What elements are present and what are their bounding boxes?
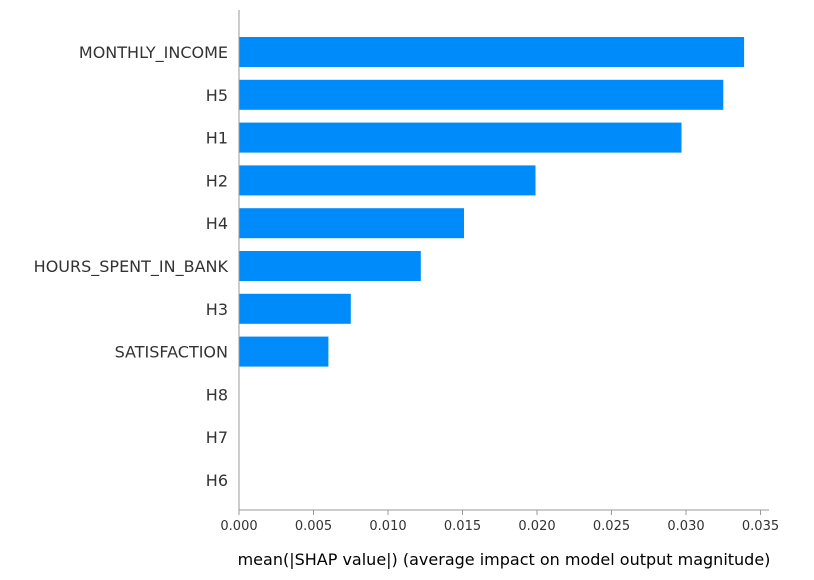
- x-tick-label: 0.015: [444, 519, 481, 534]
- x-tick-label: 0.030: [667, 519, 704, 534]
- bars-layer: [239, 37, 745, 367]
- category-label: H2: [206, 171, 228, 190]
- bar-h2: [239, 165, 536, 196]
- category-label: H8: [206, 385, 228, 404]
- x-tick-label: 0.010: [369, 519, 406, 534]
- category-labels: MONTHLY_INCOME H5 H1 H2 H4 HOURS_SPENT_IN_BAN…: [34, 43, 229, 490]
- category-label: H6: [206, 471, 228, 490]
- bar-h1: [239, 122, 682, 153]
- category-label: H4: [206, 214, 228, 233]
- bar-h4: [239, 208, 464, 239]
- x-tick-label: 0.020: [518, 519, 555, 534]
- bar-hours-spent-in-bank: [239, 251, 421, 281]
- category-label: MONTHLY_INCOME: [79, 43, 228, 63]
- x-axis-ticks: 0.000 0.005 0.010 0.015 0.020 0.025 0.030 0.035: [220, 510, 779, 534]
- category-label: H5: [206, 86, 228, 105]
- bar-h3: [239, 293, 351, 324]
- x-tick-label: 0.000: [220, 519, 257, 534]
- category-label: H7: [206, 428, 228, 447]
- x-tick-label: 0.025: [593, 519, 630, 534]
- category-label: H1: [206, 129, 228, 148]
- category-label: H3: [206, 300, 228, 319]
- category-label: SATISFACTION: [115, 343, 228, 362]
- x-tick-label: 0.035: [742, 519, 779, 534]
- bar-h5: [239, 79, 724, 110]
- x-axis-title: mean(|SHAP value|) (average impact on mo…: [238, 550, 771, 569]
- bar-satisfaction: [239, 336, 329, 367]
- bar-monthly-income: [239, 37, 745, 67]
- category-label: HOURS_SPENT_IN_BANK: [34, 257, 229, 277]
- x-tick-label: 0.005: [295, 519, 332, 534]
